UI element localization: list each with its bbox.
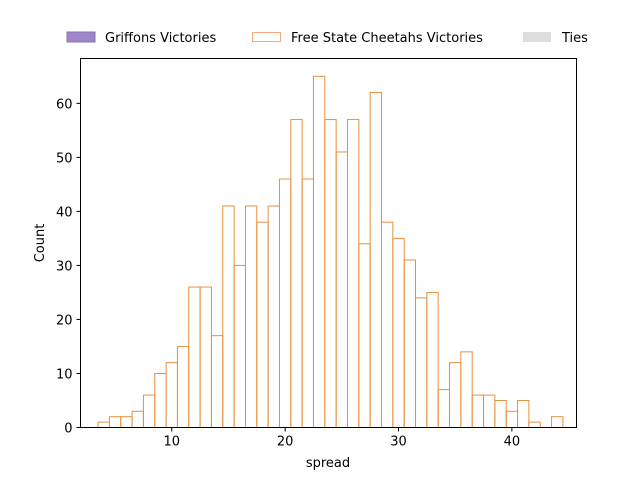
- histogram-bar: [335, 151, 348, 428]
- histogram-bar: [426, 291, 439, 428]
- histogram-bar: [392, 237, 405, 428]
- histogram-bar: [176, 345, 190, 428]
- histogram-bar: [256, 221, 269, 428]
- histogram-bar: [358, 243, 371, 428]
- histogram-bar: [471, 394, 485, 428]
- histogram-bar: [369, 92, 383, 428]
- histogram-bar: [108, 416, 122, 429]
- histogram-bar: [312, 75, 326, 429]
- legend-label-ties: Ties: [561, 31, 588, 46]
- y-tick-label: 50: [56, 151, 73, 166]
- histogram-bar: [278, 178, 292, 428]
- histogram-bar: [165, 362, 178, 429]
- x-tick-label: 10: [163, 435, 180, 450]
- histogram-bars: [97, 75, 564, 429]
- histogram-bar: [244, 205, 258, 428]
- y-tick-label: 40: [56, 205, 73, 220]
- histogram-bar: [188, 286, 201, 428]
- histogram-bar: [210, 335, 224, 428]
- histogram-bar: [290, 119, 303, 429]
- y-axis-ticks: 0 10 20 30 40 50 60: [56, 97, 81, 437]
- histogram-bar: [142, 394, 156, 428]
- histogram-bar: [437, 389, 451, 428]
- x-tick-label: 40: [504, 435, 521, 450]
- histogram-bar: [222, 205, 235, 428]
- plot-frame: [80, 58, 577, 428]
- y-tick-label: 10: [56, 367, 73, 382]
- legend-label-griffons: Griffons Victories: [105, 31, 216, 46]
- histogram-bar: [517, 399, 530, 428]
- histogram-bar: [154, 372, 167, 428]
- y-tick-label: 20: [56, 313, 73, 328]
- histogram-bar: [551, 416, 564, 429]
- legend-swatch-ties: [523, 32, 551, 42]
- x-tick-label: 20: [277, 435, 294, 450]
- legend-label-cheetahs: Free State Cheetahs Victories: [291, 31, 483, 46]
- histogram-bar: [233, 264, 246, 429]
- histogram-bar: [528, 421, 541, 429]
- legend-swatch-cheetahs: [252, 32, 281, 42]
- histogram-bar: [324, 119, 337, 429]
- x-axis-ticks: 10 20 30 40: [163, 427, 521, 450]
- legend: Griffons Victories Free State Cheetahs V…: [66, 31, 588, 46]
- histogram-bar: [199, 286, 212, 428]
- histogram-bar: [131, 410, 144, 429]
- histogram-bar: [483, 394, 496, 428]
- histogram-bar: [301, 178, 314, 428]
- histogram-bar: [460, 351, 473, 428]
- y-axis-label: Count: [33, 224, 48, 263]
- histogram-bar: [494, 399, 507, 428]
- histogram-bar: [97, 421, 110, 429]
- histogram-bar: [346, 119, 360, 429]
- histogram-bar: [505, 410, 519, 429]
- y-tick-label: 0: [64, 422, 72, 437]
- histogram-bar: [267, 205, 280, 428]
- histogram-bar: [449, 362, 462, 429]
- legend-swatch-griffons: [66, 31, 96, 43]
- histogram-bar: [120, 416, 133, 429]
- x-axis-label: spread: [306, 456, 350, 471]
- histogram-bar: [381, 221, 394, 428]
- x-tick-label: 30: [390, 435, 407, 450]
- histogram-bar: [415, 297, 428, 428]
- y-tick-label: 60: [56, 97, 73, 112]
- histogram-bar: [403, 259, 417, 428]
- y-tick-label: 30: [56, 259, 73, 274]
